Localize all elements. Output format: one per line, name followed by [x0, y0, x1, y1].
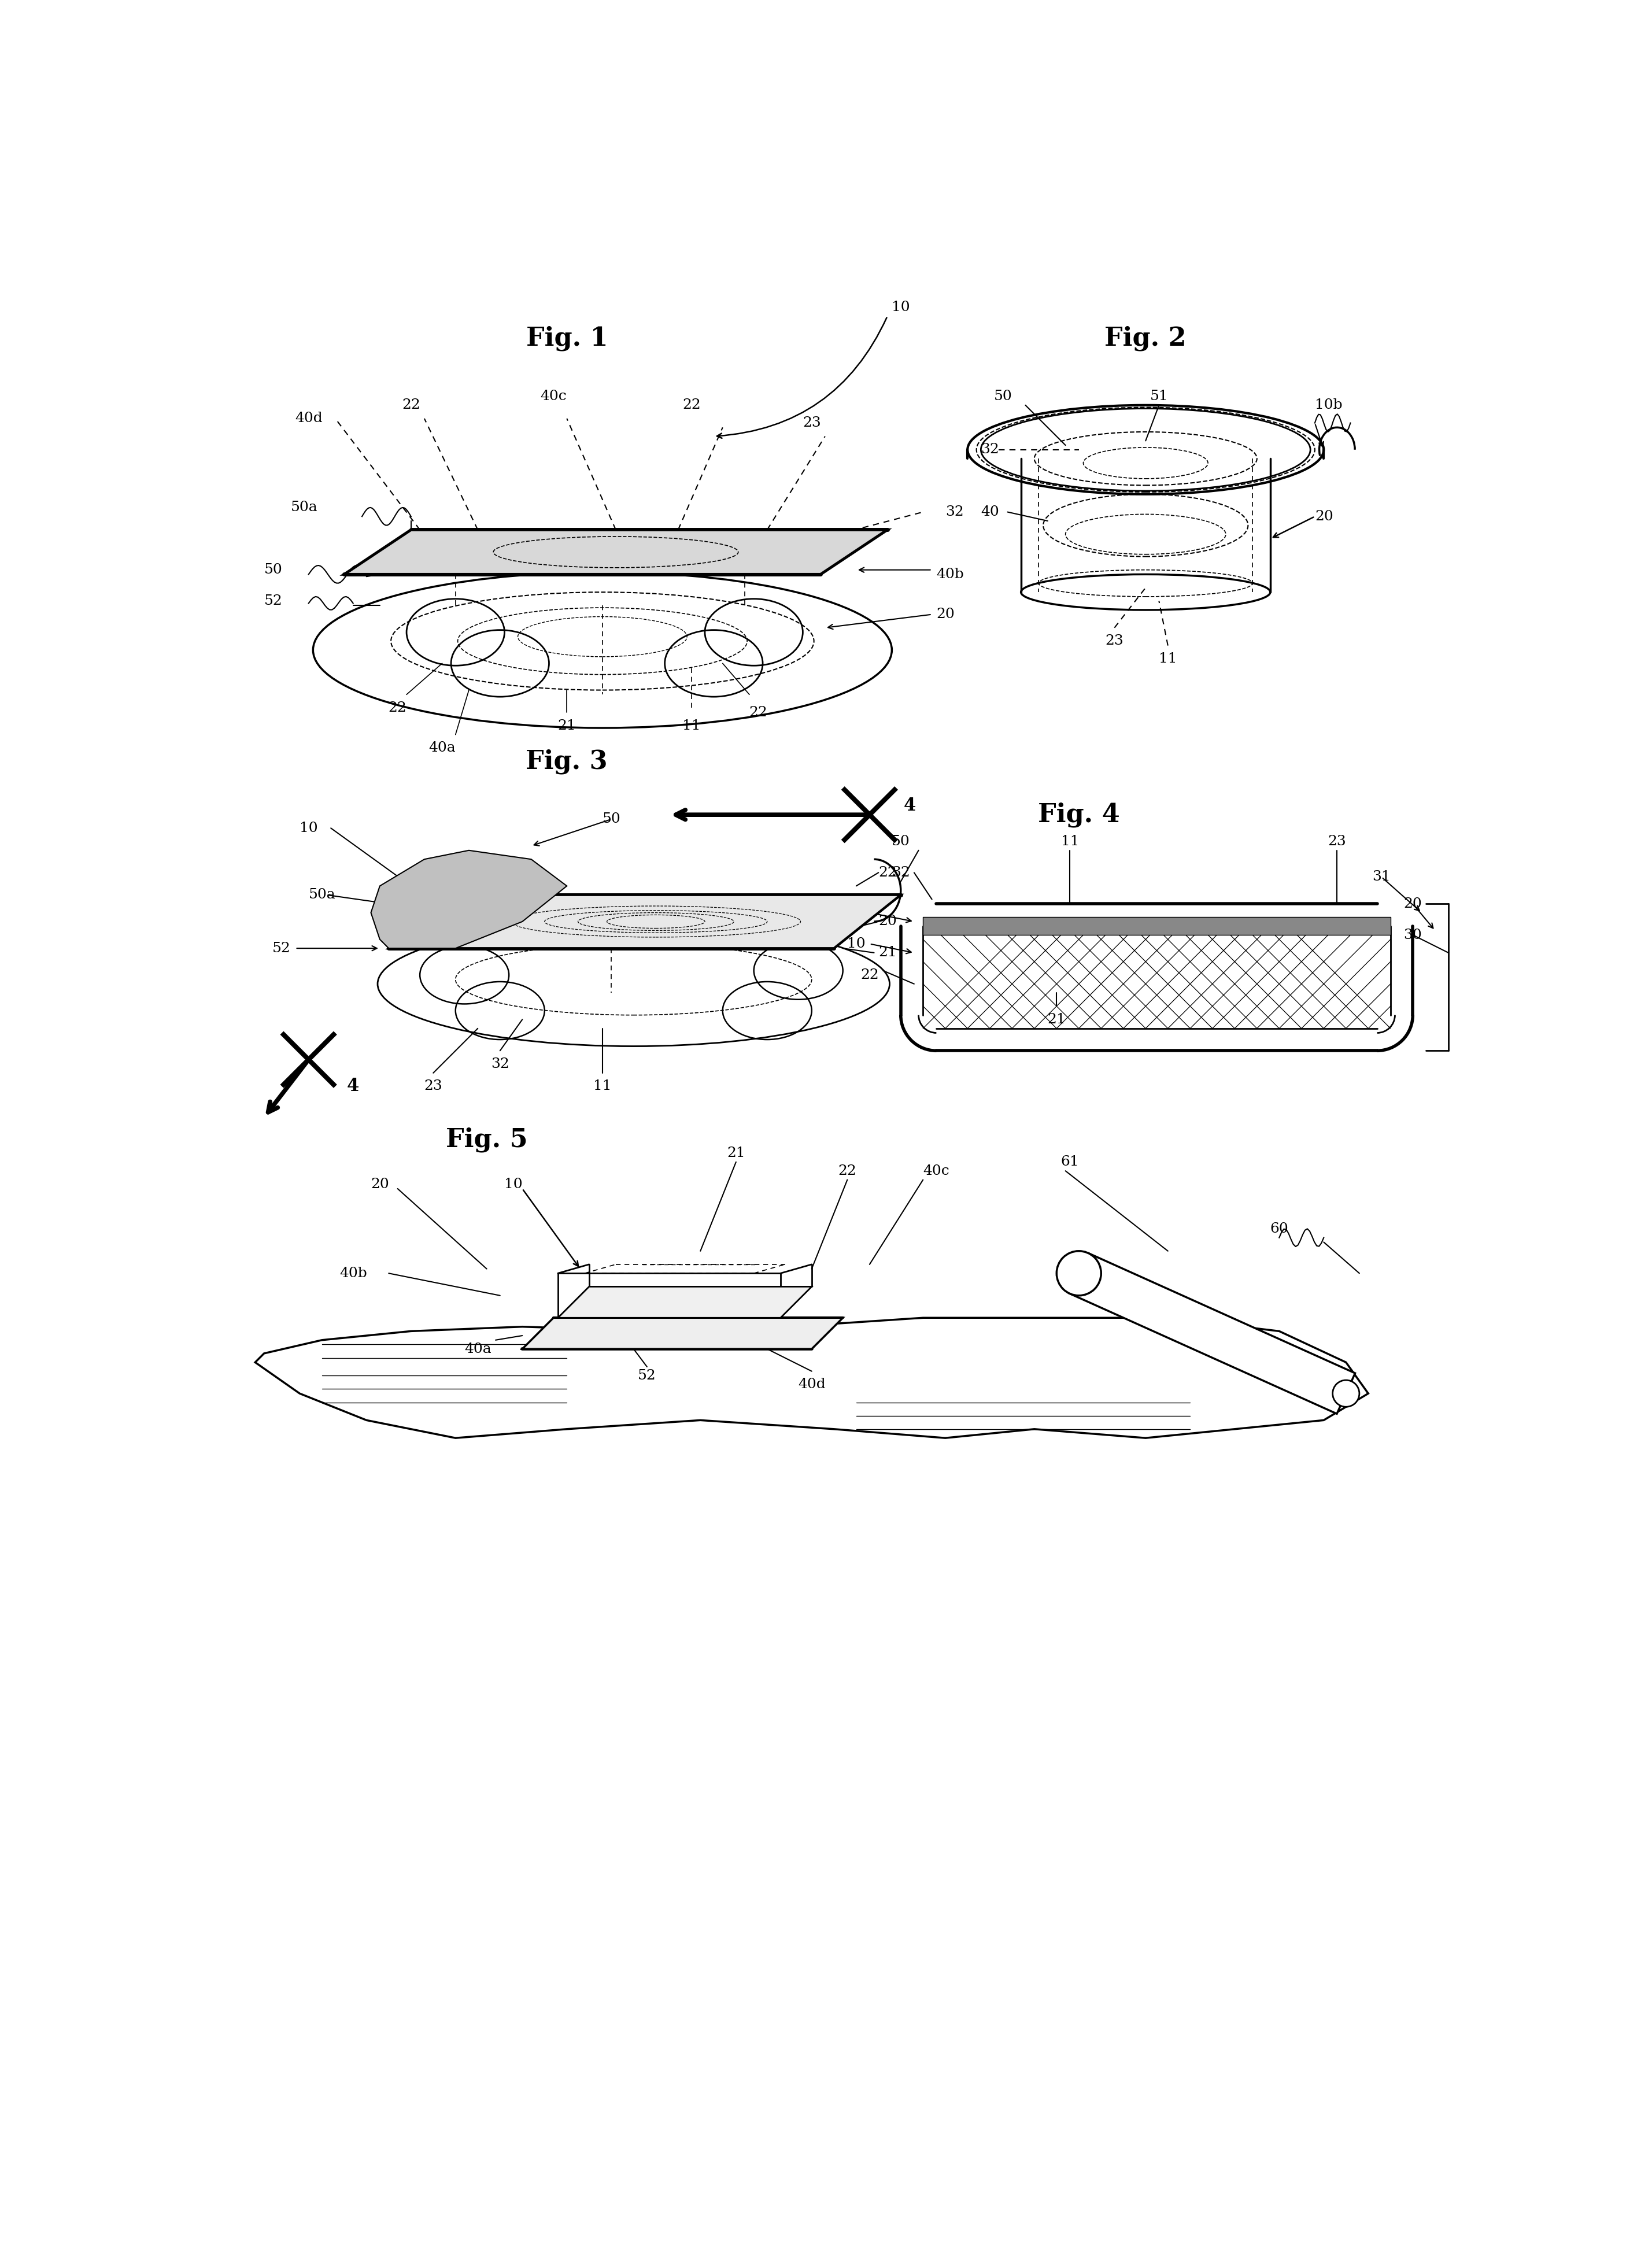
Text: 22: 22: [682, 399, 700, 413]
Text: Fig. 2: Fig. 2: [1105, 325, 1186, 352]
Text: 4: 4: [347, 1078, 358, 1094]
Text: 21: 21: [558, 720, 577, 733]
Text: 40b: 40b: [937, 569, 965, 582]
Text: 22: 22: [879, 866, 897, 880]
Text: 23: 23: [803, 417, 821, 429]
Text: 22: 22: [838, 1164, 856, 1178]
Text: 50: 50: [603, 812, 621, 826]
Text: 30: 30: [1404, 927, 1422, 941]
Text: 40c: 40c: [923, 1164, 950, 1178]
Text: Fig. 3: Fig. 3: [525, 749, 608, 774]
Text: 23: 23: [1105, 634, 1123, 647]
Text: 40a: 40a: [428, 742, 456, 754]
Text: 40d: 40d: [798, 1378, 826, 1392]
Text: 20: 20: [1404, 898, 1422, 911]
Text: 50a: 50a: [309, 889, 335, 902]
Text: 23: 23: [1328, 835, 1346, 848]
Text: 52: 52: [273, 941, 291, 954]
Text: 10: 10: [847, 936, 866, 950]
Text: 21: 21: [1047, 1013, 1066, 1026]
Ellipse shape: [1057, 1252, 1102, 1295]
Text: 31: 31: [1373, 871, 1391, 884]
Ellipse shape: [1333, 1381, 1360, 1408]
Text: 50: 50: [995, 390, 1013, 404]
Text: 50: 50: [264, 564, 282, 578]
Text: 20: 20: [937, 607, 955, 620]
Text: 21: 21: [727, 1146, 745, 1160]
Text: 40b: 40b: [339, 1266, 367, 1279]
Text: 10: 10: [299, 821, 317, 835]
Text: 23: 23: [425, 1081, 443, 1092]
Text: 11: 11: [682, 720, 700, 733]
Text: 10b: 10b: [1315, 399, 1343, 413]
Text: 40: 40: [981, 505, 999, 519]
Text: 11: 11: [1061, 835, 1079, 848]
Text: 20: 20: [1315, 510, 1333, 523]
Polygon shape: [1070, 1252, 1355, 1415]
Polygon shape: [344, 530, 887, 575]
Text: 52: 52: [264, 593, 282, 607]
Text: 61: 61: [1061, 1155, 1079, 1169]
Text: 52: 52: [638, 1369, 656, 1383]
Text: 32: 32: [945, 505, 963, 519]
Text: 11: 11: [593, 1081, 611, 1092]
Text: 50a: 50a: [291, 501, 317, 514]
Text: 10: 10: [892, 300, 910, 314]
Text: 32: 32: [892, 866, 910, 880]
Text: 40d: 40d: [294, 413, 322, 424]
Text: 32: 32: [491, 1058, 509, 1072]
Polygon shape: [372, 851, 567, 948]
Text: 22: 22: [401, 399, 420, 413]
Bar: [923, 918, 1391, 934]
Text: 50: 50: [892, 835, 910, 848]
Text: Fig. 4: Fig. 4: [1037, 803, 1120, 828]
Polygon shape: [522, 1318, 843, 1349]
Text: 21: 21: [879, 945, 897, 959]
Text: 22: 22: [388, 702, 406, 715]
Text: 10: 10: [504, 1178, 522, 1191]
Text: 51: 51: [1150, 390, 1168, 404]
Text: Fig. 1: Fig. 1: [525, 325, 608, 352]
Polygon shape: [558, 1286, 811, 1318]
Polygon shape: [254, 1318, 1368, 1437]
Text: 40c: 40c: [540, 390, 567, 404]
Text: 22: 22: [748, 706, 768, 720]
Polygon shape: [388, 896, 900, 948]
Text: 4: 4: [904, 796, 915, 814]
Text: Fig. 5: Fig. 5: [446, 1128, 527, 1153]
Text: 40a: 40a: [464, 1342, 491, 1356]
Text: 20: 20: [879, 916, 897, 927]
Text: 11: 11: [1158, 652, 1176, 666]
Text: 60: 60: [1270, 1223, 1289, 1236]
Text: 23: 23: [847, 907, 866, 920]
Text: 32: 32: [981, 442, 999, 456]
Text: 20: 20: [370, 1178, 388, 1191]
Text: 22: 22: [861, 968, 879, 981]
